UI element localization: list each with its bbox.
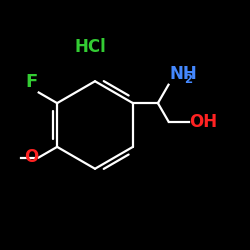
Text: F: F [25,73,38,91]
Text: NH: NH [169,66,197,84]
Text: 2: 2 [184,73,192,86]
Text: OH: OH [189,112,218,130]
Text: O: O [24,148,38,166]
Text: HCl: HCl [74,38,106,56]
